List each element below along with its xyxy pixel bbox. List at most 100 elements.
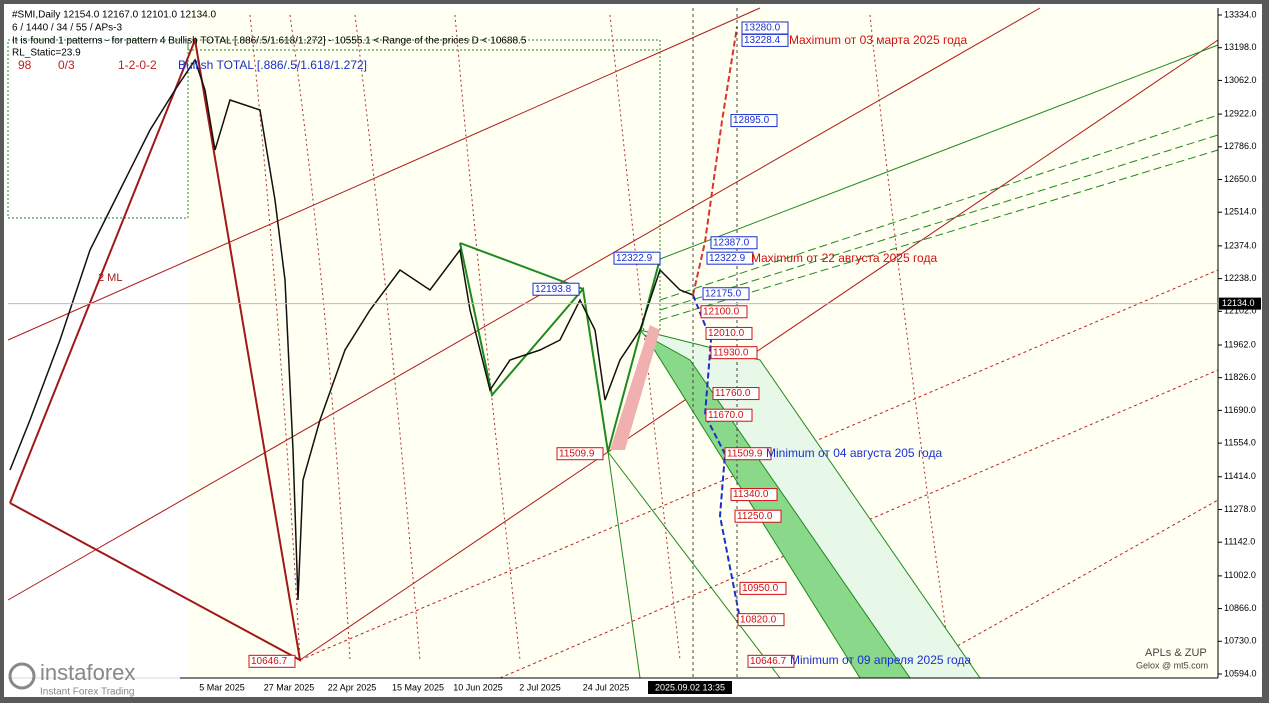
x-tick-label: 5 Mar 2025 xyxy=(199,682,245,692)
level-box xyxy=(702,287,750,301)
header-symbol: #SMI,Daily 12154.0 12167.0 12101.0 12134… xyxy=(12,10,216,21)
level-box xyxy=(747,654,795,668)
level-label: 10646.7 xyxy=(251,656,288,667)
level-label: 12010.0 xyxy=(708,328,745,339)
forecast-up xyxy=(692,26,738,296)
logo-icon xyxy=(8,662,36,690)
pattern-fill xyxy=(610,325,660,450)
y-tick-label: 12102.0 xyxy=(1224,306,1257,316)
level-box xyxy=(700,305,748,319)
y-tick-label: 10866.0 xyxy=(1224,603,1257,613)
time-box xyxy=(648,681,732,694)
pattern-name: Bullish TOTAL [.886/.5/1.618/1.272] xyxy=(178,58,367,72)
annotation: Maximum от 03 марта 2025 года xyxy=(789,33,968,47)
level-box xyxy=(730,114,778,128)
level-label: 12100.0 xyxy=(703,306,740,317)
level-box xyxy=(730,488,778,502)
level-label: 11509.9 xyxy=(559,448,595,459)
current-price-label: 12134.0 xyxy=(1222,298,1255,308)
x-tick-label: 15 May 2025 xyxy=(392,682,444,692)
y-tick-label: 12514.0 xyxy=(1224,207,1257,217)
level-label: 10646.7 xyxy=(750,656,787,667)
level-box xyxy=(705,326,753,340)
level-label: 12322.9 xyxy=(709,253,746,264)
level-box xyxy=(741,33,789,47)
y-tick-label: 13062.0 xyxy=(1224,75,1257,85)
y-tick-label: 12238.0 xyxy=(1224,273,1257,283)
level-label: 10820.0 xyxy=(740,614,777,625)
level-label: 11760.0 xyxy=(715,388,751,399)
x-tick-label: 22 Apr 2025 xyxy=(328,682,377,692)
level-box xyxy=(532,282,580,296)
level-label: 11930.0 xyxy=(713,347,749,358)
annotation: Maximum от 22 августа 2025 года xyxy=(751,251,937,265)
y-tick-label: 12922.0 xyxy=(1224,108,1257,118)
x-tick-label: 2 Jul 2025 xyxy=(519,682,561,692)
pattern-lines xyxy=(9,36,302,662)
y-tick-label: 12650.0 xyxy=(1224,174,1257,184)
y-tick-label: 11962.0 xyxy=(1224,339,1256,349)
level-box xyxy=(706,251,754,265)
y-axis-panel xyxy=(1218,4,1262,697)
x-tick-label: 24 Jul 2025 xyxy=(583,682,630,692)
level-box xyxy=(737,613,785,627)
level-label: 11670.0 xyxy=(708,410,744,421)
logo-tagline: Instant Forex Trading xyxy=(40,687,135,698)
price-path xyxy=(9,58,694,601)
y-tick-label: 12374.0 xyxy=(1224,240,1257,250)
y-tick-label: 11554.0 xyxy=(1224,437,1256,447)
level-label: 10950.0 xyxy=(742,583,779,594)
y-tick-label: 11414.0 xyxy=(1224,471,1256,481)
y-tick-label: 12786.0 xyxy=(1224,141,1257,151)
level-label: 12895.0 xyxy=(733,115,770,126)
y-tick-label: 10594.0 xyxy=(1224,668,1257,678)
level-box xyxy=(710,346,758,360)
level-box xyxy=(739,581,787,595)
annotation: Minimum от 09 апреля 2025 года xyxy=(790,653,971,667)
level-box xyxy=(734,509,782,523)
site-label: Gelox @ mt5.com xyxy=(1136,660,1208,670)
fib-arcs xyxy=(249,14,951,661)
header-patterns: It is found 1 patterns - for pattern 4 B… xyxy=(12,36,527,47)
counter: 0/3 xyxy=(58,58,75,72)
y-tick-label: 11278.0 xyxy=(1224,504,1256,514)
level-label: 12175.0 xyxy=(705,288,742,299)
y-tick-label: 11690.0 xyxy=(1224,405,1256,415)
level-box xyxy=(556,447,604,461)
x-tick-label: 27 Mar 2025 xyxy=(264,682,315,692)
level-label: 13228.4 xyxy=(744,35,781,46)
counter: 1-2-0-2 xyxy=(118,58,157,72)
pattern-box xyxy=(7,39,189,219)
level-label: 12322.9 xyxy=(616,253,653,264)
level-label: 11340.0 xyxy=(733,489,769,500)
level-label: 11250.0 xyxy=(737,511,773,522)
zigzag xyxy=(459,242,584,290)
y-tick-label: 11826.0 xyxy=(1224,372,1256,382)
level-label: 11509.9 xyxy=(727,448,763,459)
x-tick-label: 2025.09.02 13:35 xyxy=(655,682,725,692)
level-box xyxy=(724,447,772,461)
y-tick-label: 10730.0 xyxy=(1224,636,1257,646)
annotation: Minimum от 04 августа 205 года xyxy=(766,446,942,460)
current-price-box xyxy=(1219,297,1261,310)
y-tick-label: 13198.0 xyxy=(1224,42,1257,52)
ml-label: 2 ML xyxy=(98,272,122,284)
level-box xyxy=(710,236,758,250)
header-rl: RL_Static=23.9 xyxy=(12,48,81,59)
fib-zone xyxy=(188,8,1218,678)
level-box xyxy=(705,408,753,422)
zup-label: APLs & ZUP xyxy=(1145,647,1207,659)
level-box xyxy=(712,387,760,401)
y-tick-label: 13334.0 xyxy=(1224,9,1257,19)
level-box xyxy=(248,654,296,668)
y-tick-label: 11142.0 xyxy=(1224,537,1255,547)
counter: 98 xyxy=(18,58,32,72)
level-label: 12193.8 xyxy=(535,284,572,295)
level-label: 12387.0 xyxy=(713,237,750,248)
level-label: 13280.0 xyxy=(744,23,781,34)
level-box xyxy=(613,251,661,265)
x-tick-label: 10 Jun 2025 xyxy=(453,682,503,692)
header-params: 6 / 1440 / 34 / 55 / APs-3 xyxy=(12,23,123,34)
y-tick-label: 11002.0 xyxy=(1224,570,1256,580)
